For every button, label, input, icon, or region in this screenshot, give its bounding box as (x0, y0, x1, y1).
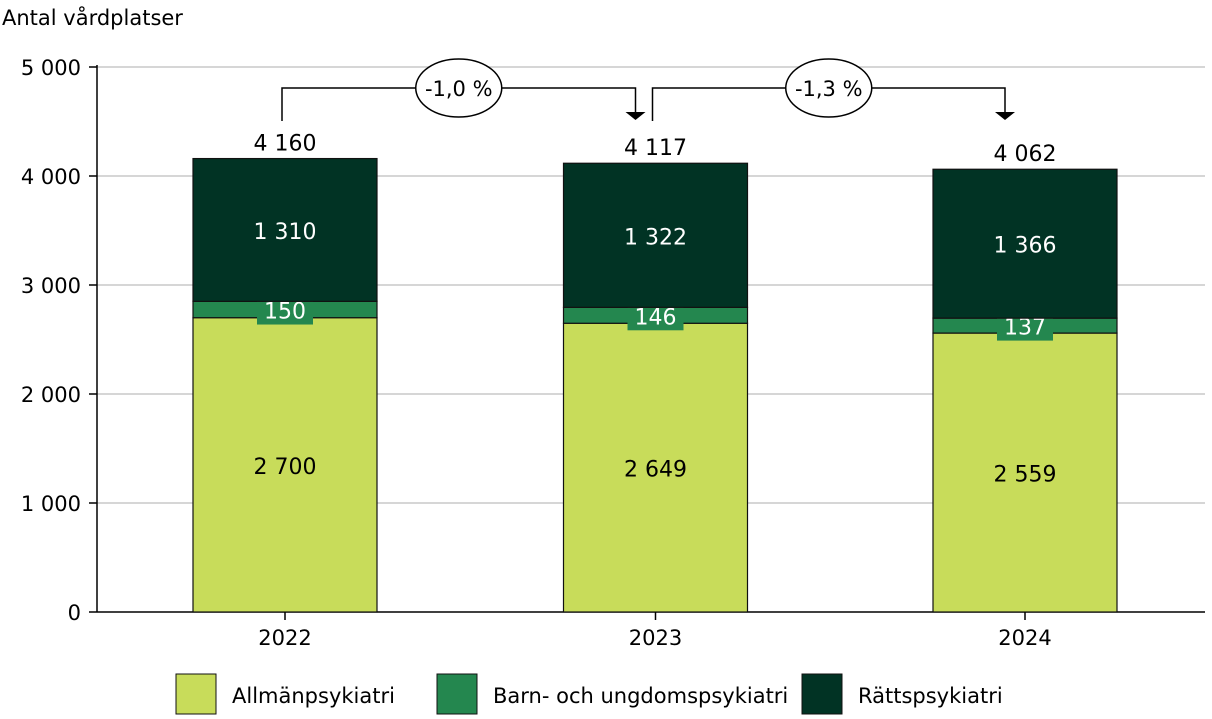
total-label: 4 117 (624, 136, 687, 161)
y-tick-label: 3 000 (21, 274, 81, 298)
legend-swatch (175, 673, 217, 715)
bar-segment (192, 157, 378, 302)
bar-segment (932, 332, 1118, 613)
data-label: 1 322 (624, 225, 687, 250)
legend-label: Rättspsykiatri (858, 684, 1003, 708)
change-ellipse (785, 58, 873, 118)
data-label: 150 (264, 300, 306, 325)
bar-segment (562, 162, 749, 308)
y-tick-label: 5 000 (21, 56, 81, 80)
bar-segment (562, 322, 749, 613)
change-ellipse (415, 58, 503, 118)
data-label: 1 366 (994, 234, 1057, 259)
y-tick-label: 4 000 (21, 165, 81, 189)
data-label: 146 (635, 305, 677, 330)
y-axis-label: Antal vårdplatser (2, 5, 183, 30)
arrowhead-icon (995, 112, 1015, 120)
legend-label: Barn- och ungdomspsykiatri (493, 684, 788, 708)
data-label: 2 649 (624, 458, 687, 483)
x-tick-label: 2022 (258, 626, 311, 650)
data-label: 2 700 (254, 455, 317, 480)
data-label: 1 310 (254, 220, 317, 245)
change-label: -1,0 % (425, 77, 493, 101)
x-tick-label: 2024 (998, 626, 1051, 650)
bar-segment (192, 317, 378, 613)
data-label: 137 (1004, 316, 1046, 341)
legend-swatch (801, 673, 843, 715)
legend-label: Allmänpsykiatri (232, 684, 395, 708)
legend-swatch (436, 673, 478, 715)
x-tick-label: 2023 (629, 626, 682, 650)
data-label: 2 559 (994, 463, 1057, 488)
bar-segment (932, 168, 1118, 319)
arrowhead-icon (625, 112, 646, 120)
change-label: -1,3 % (795, 77, 863, 101)
total-label: 4 160 (254, 132, 317, 157)
y-tick-label: 0 (68, 601, 81, 625)
y-tick-label: 2 000 (21, 383, 81, 407)
y-tick-label: 1 000 (21, 492, 81, 516)
total-label: 4 062 (994, 142, 1057, 167)
